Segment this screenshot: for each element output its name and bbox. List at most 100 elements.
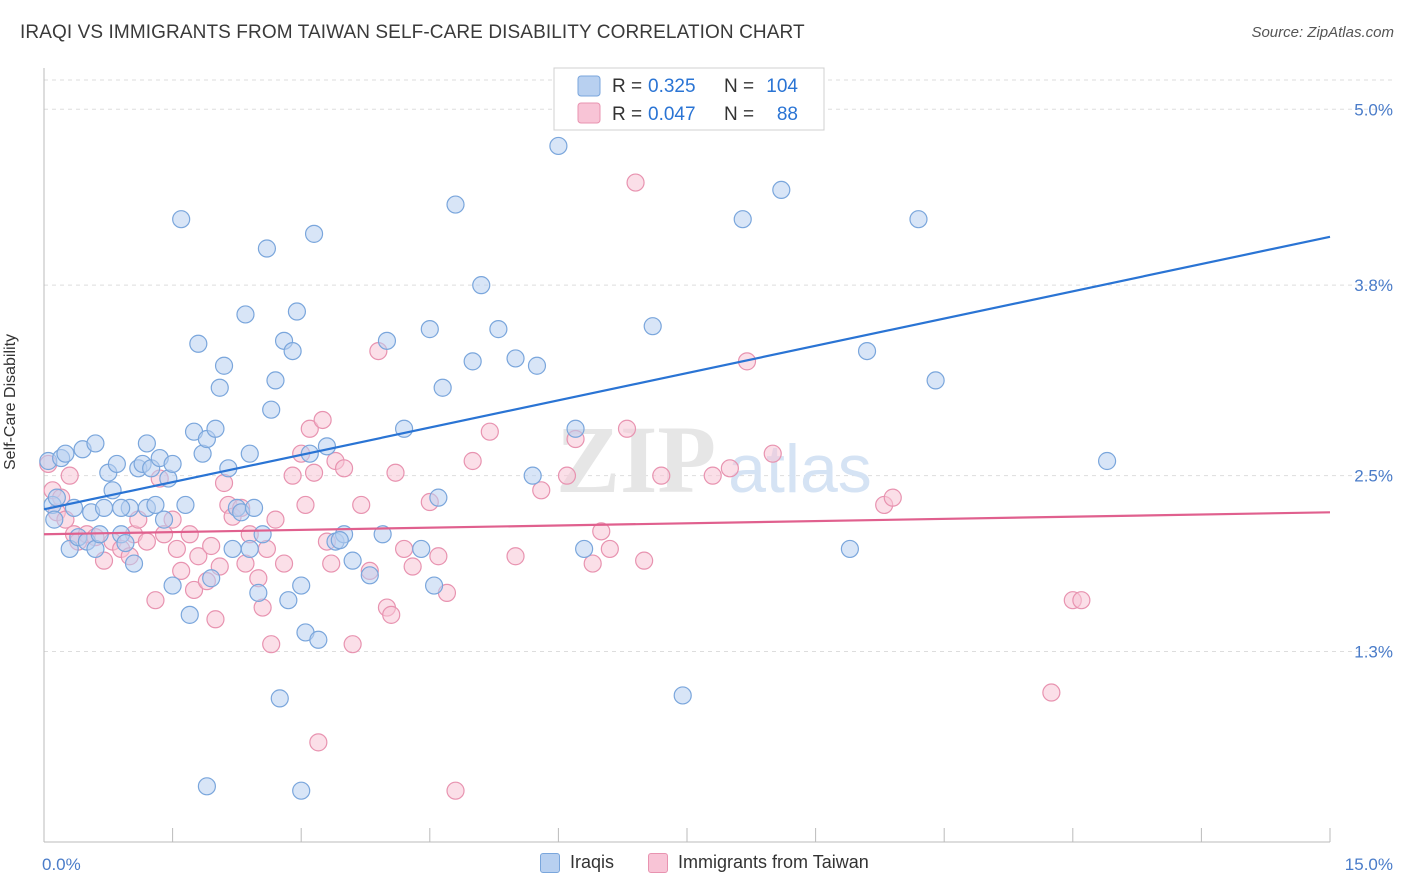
iraqis-point <box>262 400 281 419</box>
iraqis-point <box>926 371 945 390</box>
iraqis-point <box>527 356 547 375</box>
taiwan-point <box>146 591 165 610</box>
taiwan-point <box>262 635 281 654</box>
iraqis-point <box>412 539 431 559</box>
iraqis-point <box>309 630 328 649</box>
y-tick-label: 5.0% <box>1354 100 1393 119</box>
iraqis-point <box>214 356 234 375</box>
iraqis-point <box>840 539 859 559</box>
iraqis-point <box>279 591 298 610</box>
iraqis-point <box>377 331 397 350</box>
taiwan-point <box>583 554 602 573</box>
iraqis-point <box>673 686 692 705</box>
taiwan-point <box>703 466 722 485</box>
iraqis-point <box>154 510 174 529</box>
iraqis-trend-line <box>43 235 1331 511</box>
iraqis-point <box>202 569 221 588</box>
taiwan-trend-line <box>43 511 1331 536</box>
taiwan-point <box>137 532 156 551</box>
iraqis-point <box>909 210 928 229</box>
iraqis-point <box>287 302 307 321</box>
iraqis-point <box>317 437 337 456</box>
taiwan-point <box>626 173 645 192</box>
iraqis-point <box>240 539 259 559</box>
y-tick-label: 2.5% <box>1354 467 1393 486</box>
legend-label-iraqis: Iraqis <box>570 852 615 872</box>
iraqis-point <box>575 539 594 559</box>
iraqis-point <box>137 434 156 453</box>
iraqis-point <box>772 180 791 200</box>
legend-n-value-1: 104 <box>766 76 798 97</box>
axes: 1.3% 2.5% 3.8% 5.0% 0.0% 15.0% <box>42 68 1393 874</box>
iraqis-point <box>343 551 362 570</box>
iraqis-point <box>373 525 392 544</box>
iraqis-point <box>176 495 195 515</box>
legend-r-value-1: 0.325 <box>648 76 696 97</box>
iraqis-point <box>266 371 285 390</box>
taiwan-point <box>266 510 285 529</box>
x-tick-label: 15.0% <box>1345 855 1393 874</box>
iraqis-point <box>506 349 525 368</box>
iraqis-point <box>857 341 877 361</box>
iraqis-point <box>189 334 208 353</box>
legend-n-label-1: N = <box>724 76 754 97</box>
legend-item-iraqis[interactable]: Iraqis <box>540 852 614 873</box>
taiwan-point <box>592 522 611 541</box>
legend-r-label-1: R = <box>612 76 642 97</box>
iraqis-point <box>429 488 448 507</box>
taiwan-point <box>334 459 354 478</box>
iraqis-point <box>549 136 568 156</box>
legend-item-taiwan[interactable]: Immigrants from Taiwan <box>648 852 869 873</box>
iraqis-point <box>197 777 216 796</box>
taiwan-point <box>720 459 739 478</box>
iraqis-point <box>180 605 199 624</box>
legend-swatch-taiwan <box>577 102 601 124</box>
taiwan-point <box>1042 683 1061 702</box>
iraqis-point <box>45 510 64 529</box>
iraqis-point <box>270 689 289 708</box>
iraqis-point <box>424 576 444 595</box>
stats-legend: R = 0.325 N = 104 R = 0.047 N = 88 <box>553 67 825 131</box>
iraqis-point <box>292 576 311 595</box>
iraqis-point <box>94 498 114 517</box>
iraqis-point <box>253 525 272 544</box>
iraqis-point <box>146 495 165 515</box>
taiwan-point <box>313 410 332 430</box>
iraqis-point <box>47 488 66 507</box>
chart-title: IRAQI VS IMMIGRANTS FROM TAIWAN SELF-CAR… <box>20 22 805 43</box>
taiwan-point <box>429 547 448 566</box>
iraqis-point <box>240 444 259 463</box>
legend-swatch-taiwan-bottom <box>648 852 669 873</box>
taiwan-point <box>322 554 341 573</box>
iraqis-point <box>223 539 242 559</box>
iraqis-point <box>463 352 482 371</box>
taiwan-point <box>480 422 499 441</box>
iraqis-point <box>1097 451 1117 471</box>
iraqis-point <box>433 378 452 397</box>
iraqis-point <box>107 454 126 474</box>
source-label: Source: ZipAtlas.com <box>1251 24 1394 41</box>
taiwan-point <box>532 481 551 500</box>
iraqis-point <box>643 317 662 336</box>
iraqis-point <box>244 498 264 517</box>
iraqis-point <box>86 434 105 453</box>
taiwan-point <box>394 539 414 559</box>
iraqis-point <box>283 341 302 361</box>
taiwan-point <box>283 466 302 485</box>
taiwan-point <box>202 536 221 556</box>
taiwan-point <box>296 495 315 515</box>
legend-r-value-2: 0.047 <box>648 104 696 125</box>
legend-n-value-2: 88 <box>777 104 798 125</box>
taiwan-point <box>600 539 619 559</box>
iraqis-point <box>112 498 131 517</box>
taiwan-point <box>652 466 671 485</box>
taiwan-point <box>386 463 405 482</box>
iraqis-point <box>292 781 311 800</box>
bottom-legend: Iraqis Immigrants from Taiwan <box>540 852 893 873</box>
iraqis-point <box>163 576 182 595</box>
taiwan-point <box>167 539 186 559</box>
legend-swatch-iraqis-bottom <box>540 852 560 873</box>
taiwan-point <box>403 557 422 576</box>
taiwan-point <box>506 547 525 566</box>
